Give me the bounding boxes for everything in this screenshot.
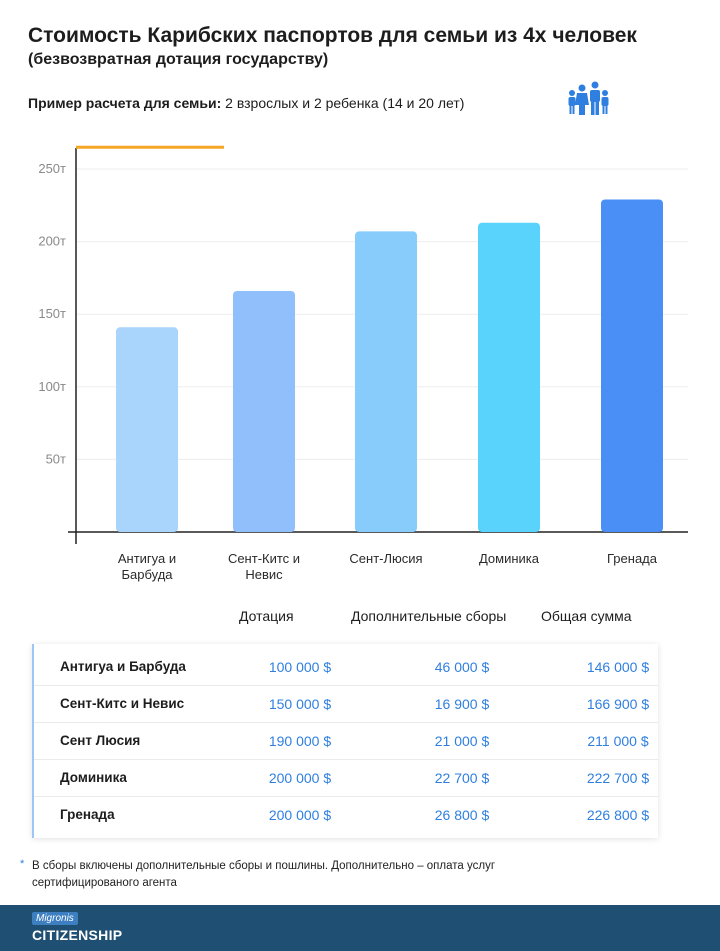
- x-tick-label: Доминика: [479, 551, 540, 566]
- bar: [601, 199, 663, 532]
- footnote-star: *: [20, 858, 25, 870]
- footnote-text: В сборы включены дополнительные сборы и …: [32, 860, 496, 889]
- brand-logo-text: CITIZENSHIP: [32, 927, 123, 943]
- example-label: Пример расчета для семьи:: [28, 95, 222, 111]
- footnote: * В сборы включены дополнительные сборы …: [20, 858, 592, 892]
- y-tick-label: 50т: [46, 451, 66, 466]
- bar: [116, 327, 178, 532]
- table-header-grant: Дотация: [239, 608, 294, 624]
- table-header-total: Общая сумма: [541, 608, 632, 624]
- x-tick-label: Сент-Китс и Невис: [228, 551, 300, 582]
- footer-bar: Migronis CITIZENSHIP: [0, 905, 720, 951]
- total-value: 226 800 $: [586, 807, 650, 823]
- bar: [478, 222, 540, 532]
- table-row: Сент Люсия 190 000 $ 21 000 $ 211 000 $: [34, 722, 658, 760]
- y-tick-label: 150т: [38, 306, 66, 321]
- family-icon: [568, 81, 609, 115]
- table-row: Гренада 200 000 $ 26 800 $ 226 800 $: [34, 796, 658, 833]
- country-name: Доминика: [60, 770, 127, 785]
- x-tick-label: Антигуа и Барбуда: [118, 551, 176, 582]
- example-text: 2 взрослых и 2 ребенка (14 и 20 лет): [221, 95, 465, 111]
- fees-value: 16 900 $: [434, 696, 490, 712]
- grant-value: 200 000 $: [268, 807, 332, 823]
- table-header-fees: Дополнительные сборы: [351, 608, 507, 624]
- total-value: 211 000 $: [587, 733, 649, 749]
- y-tick-label: 250т: [38, 161, 66, 176]
- grant-value: 200 000 $: [268, 770, 332, 786]
- country-name: Сент-Китс и Невис: [60, 696, 185, 711]
- total-value: 166 900 $: [586, 696, 650, 712]
- grant-value: 100 000 $: [268, 659, 332, 675]
- brand-logo-small: Migronis: [32, 912, 78, 925]
- table-row: Доминика 200 000 $ 22 700 $ 222 700 $: [34, 759, 658, 797]
- total-value: 146 000 $: [586, 659, 650, 675]
- country-name: Сент Люсия: [60, 733, 141, 748]
- x-tick-label: Гренада: [607, 551, 658, 566]
- table-row: Антигуа и Барбуда 100 000 $ 46 000 $ 146…: [34, 648, 658, 686]
- grant-value: 190 000 $: [268, 733, 332, 749]
- total-value: 222 700 $: [586, 770, 650, 786]
- bar-chart: 50т 100т 150т 200т 250т Антигуа и Барбуда Сент-…: [38, 145, 688, 582]
- grant-value: 150 000 $: [268, 696, 332, 712]
- bar: [233, 290, 295, 532]
- fees-value: 26 800 $: [434, 807, 490, 823]
- bar: [355, 231, 417, 532]
- fees-value: 21 000 $: [434, 733, 490, 749]
- cost-table: Антигуа и Барбуда 100 000 $ 46 000 $ 146…: [32, 644, 658, 838]
- family-example: Пример расчета для семьи: 2 взрослых и 2…: [28, 95, 464, 111]
- country-name: Гренада: [60, 807, 115, 822]
- page-subtitle: (безвозвратная дотация государству): [28, 51, 329, 68]
- page-title: Стоимость Карибских паспортов для семьи …: [28, 24, 637, 47]
- y-tick-label: 100т: [38, 379, 66, 394]
- y-tick-label: 200т: [38, 234, 66, 249]
- table-row: Сент-Китс и Невис 150 000 $ 16 900 $ 166…: [34, 685, 658, 723]
- x-tick-label: Сент-Люсия: [349, 551, 422, 566]
- country-name: Антигуа и Барбуда: [60, 659, 186, 674]
- fees-value: 46 000 $: [434, 659, 490, 675]
- fees-value: 22 700 $: [434, 770, 490, 786]
